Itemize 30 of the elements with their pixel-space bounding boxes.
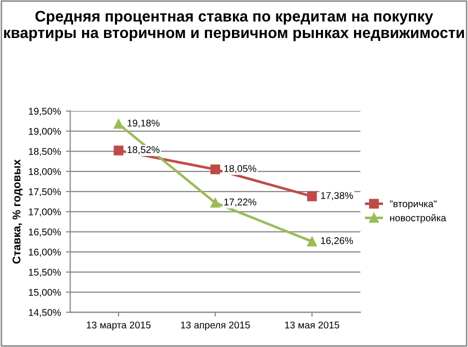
legend-label: новостройка: [390, 214, 446, 224]
y-tick-label: 18,00%: [28, 168, 61, 176]
x-tick-label: 13 мая 2015: [285, 322, 340, 328]
y-tick-label: 19,50%: [28, 108, 61, 116]
point: [210, 198, 220, 208]
y-tick-label: 18,50%: [28, 148, 61, 156]
y-tick-label: 16,50%: [28, 228, 61, 237]
point: [114, 146, 124, 156]
point: [210, 164, 220, 174]
y-tick-label: 16,00%: [28, 248, 61, 257]
y-tick-label: 15,50%: [28, 268, 61, 277]
y-tick-label: 14,50%: [28, 309, 61, 318]
y-tick-label: 19,00%: [28, 128, 61, 136]
data-label: 18,52%: [128, 146, 160, 154]
data-label: 17,22%: [224, 198, 256, 207]
y-tick-label: 17,00%: [28, 208, 61, 216]
data-label: 16,26%: [321, 237, 353, 246]
point: [307, 192, 317, 202]
chart-title: Средняя процентная ставка по кредитам на покупку квартиры на вторичном и первичном рынках недвижимости: [4, 10, 464, 42]
point: [114, 119, 124, 129]
x-tick-label: 13 апреля 2015: [181, 322, 250, 330]
y-tick-label: 15,00%: [28, 288, 61, 297]
data-label: 18,05%: [224, 165, 256, 174]
point: [307, 236, 317, 246]
x-tick-label: 13 марта 2015: [86, 322, 151, 330]
y-tick-label: 17,50%: [28, 188, 61, 196]
data-label: 17,38%: [321, 192, 353, 200]
legend-label: "вторичка": [390, 200, 436, 210]
data-label: 19,18%: [128, 120, 160, 128]
y-axis-title: Ставка, % годовых: [12, 159, 23, 264]
